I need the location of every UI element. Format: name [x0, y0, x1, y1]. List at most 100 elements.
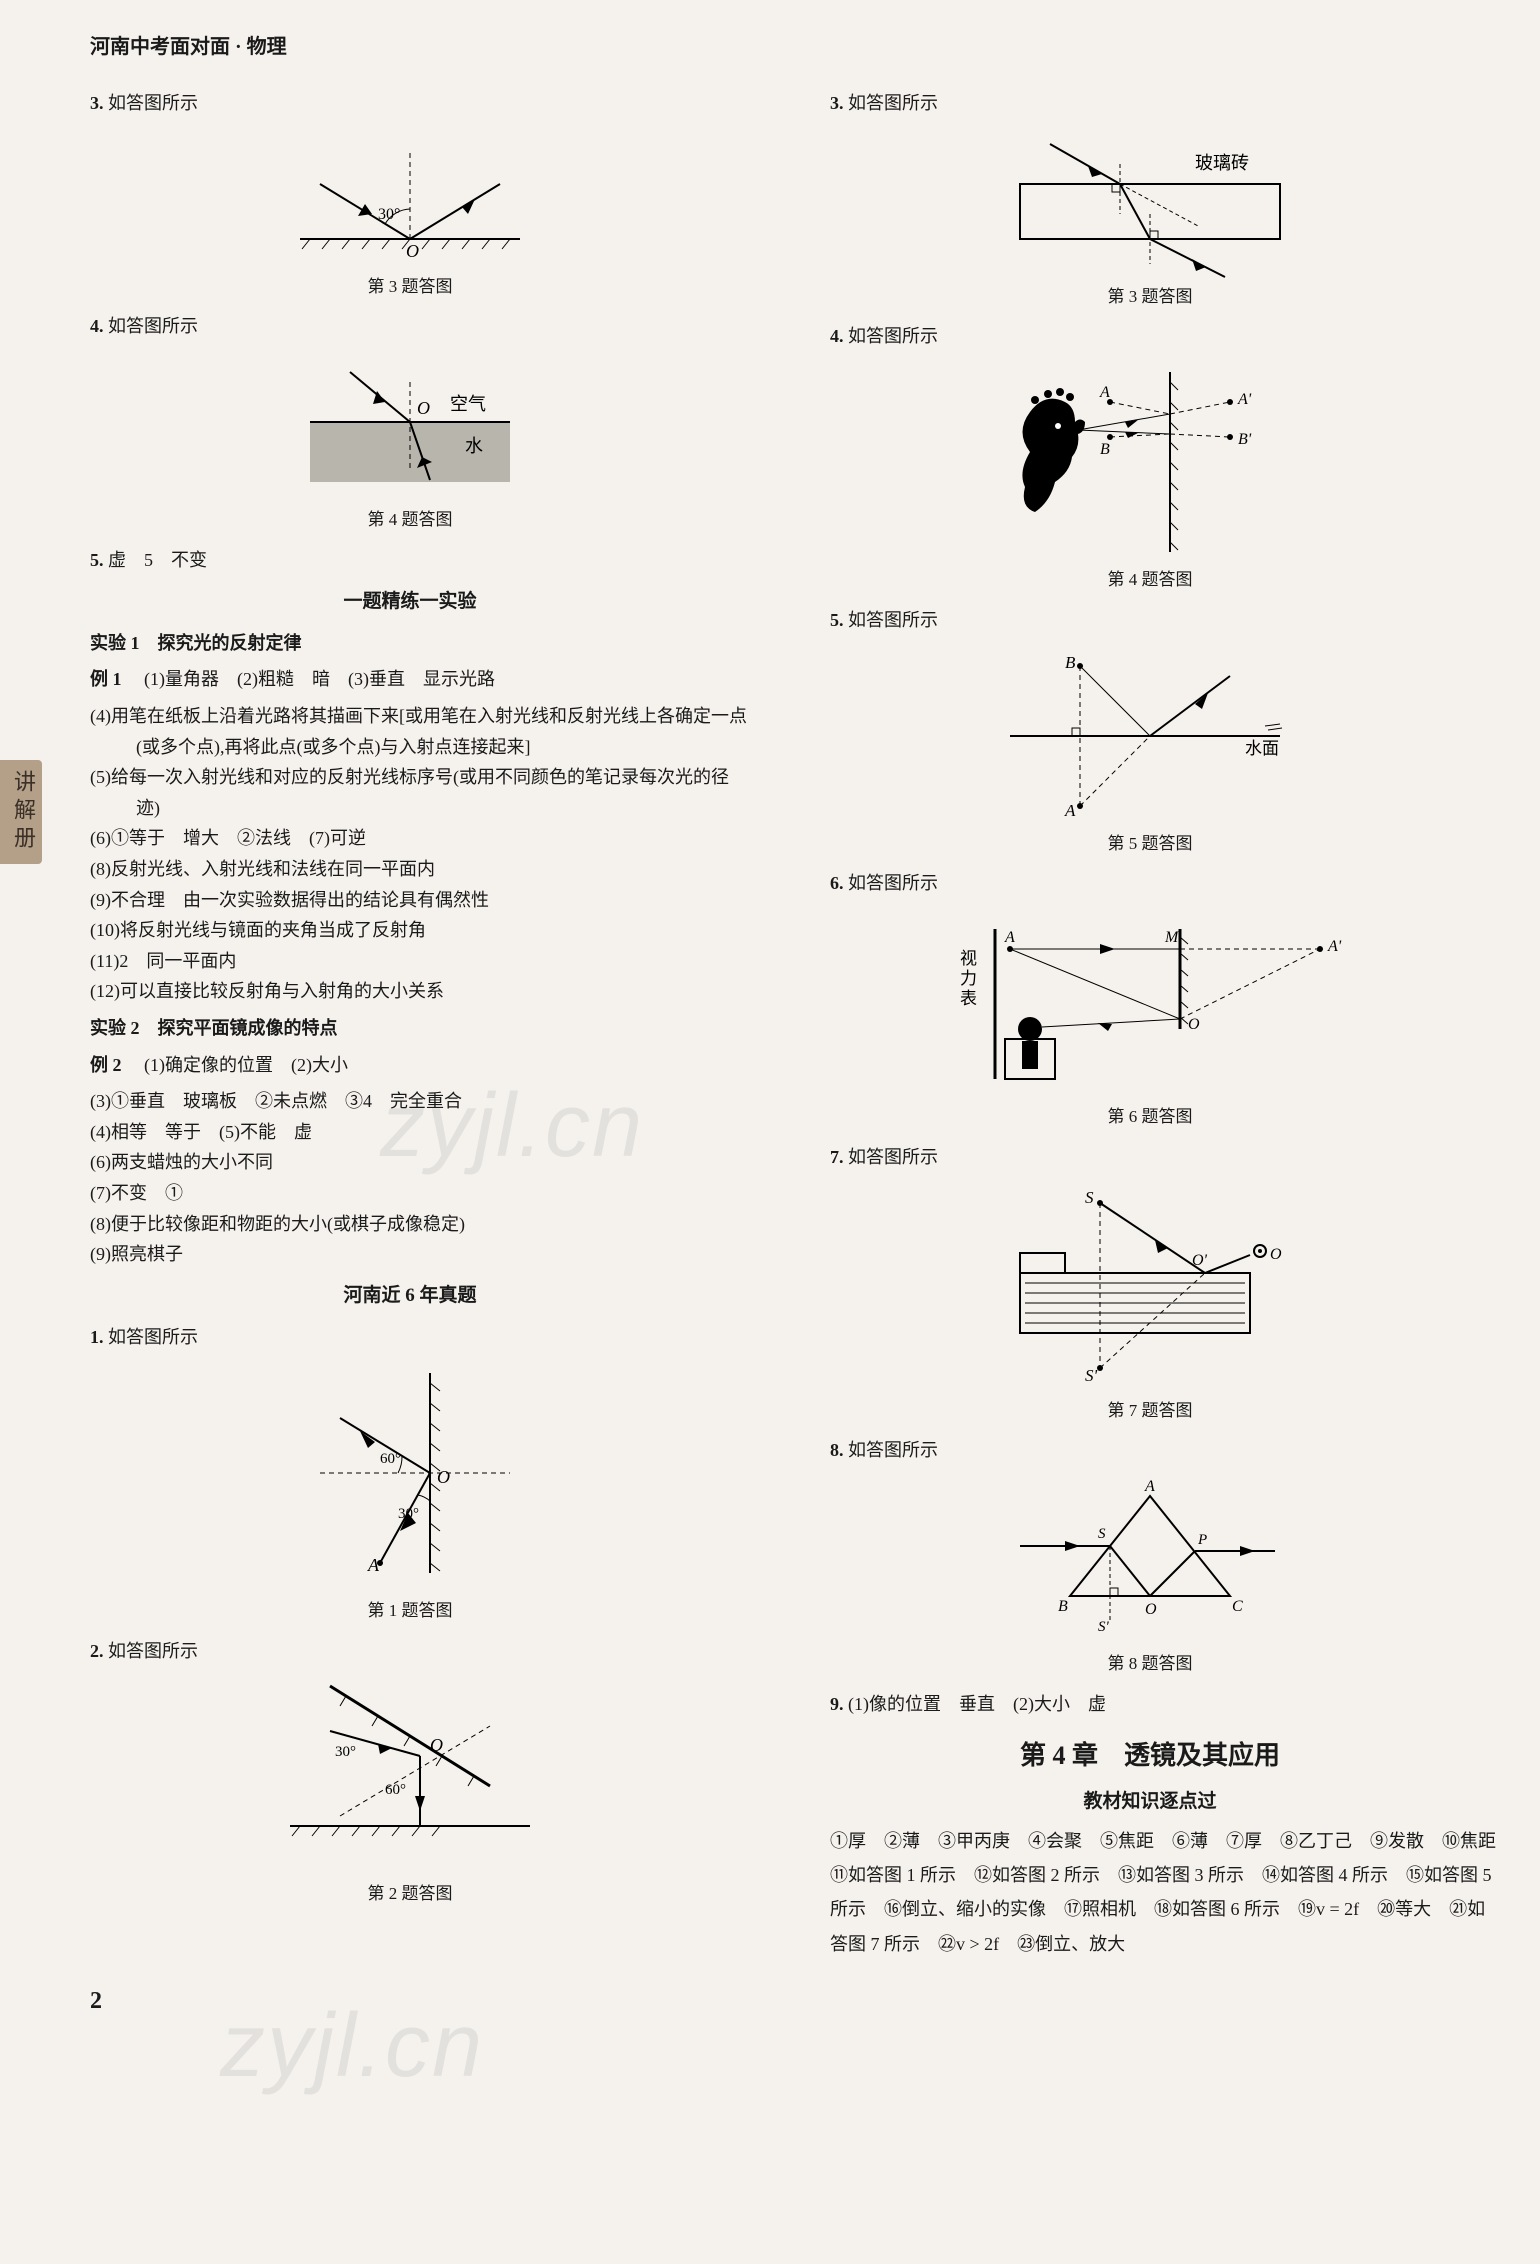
label-O: O	[417, 398, 430, 418]
rq6-num: 6.	[830, 873, 844, 893]
rq5: 5. 如答图所示	[830, 605, 1500, 636]
svg-text:B': B'	[1238, 431, 1252, 448]
rq5-text: 如答图所示	[848, 610, 938, 630]
ex1-6: (6)①等于 增大 ②法线 (7)可逆	[136, 823, 760, 854]
ex1-12: (12)可以直接比较反射角与入射角的大小关系	[136, 976, 760, 1007]
ex2-8: (8)便于比较像距和物距的大小(或棋子成像稳定)	[136, 1209, 760, 1240]
svg-text:B: B	[1065, 653, 1076, 672]
rq9: 9. (1)像的位置 垂直 (2)大小 虚	[830, 1689, 1500, 1720]
side-tab: 讲解册	[0, 760, 42, 864]
fig-r8: A B C O S P S'	[800, 1476, 1500, 1646]
svg-text:B: B	[1058, 1598, 1068, 1615]
fig-r5: 水面 A B	[800, 646, 1500, 826]
rq6: 6. 如答图所示	[830, 868, 1500, 899]
side-tab-label: 讲解册	[11, 770, 36, 854]
fig-r7: S S' O' O	[800, 1183, 1500, 1393]
ex1-5: (5)给每一次入射光线和对应的反射光线标序号(或用不同颜色的笔记录每次光的径迹)	[136, 762, 760, 823]
lq2: 2. 如答图所示	[90, 1636, 760, 1667]
q4-num: 4.	[90, 316, 104, 336]
points: ①厚 ②薄 ③甲丙庚 ④会聚 ⑤焦距 ⑥薄 ⑦厚 ⑧乙丁己 ⑨发散 ⑩焦距 ⑪如…	[830, 1824, 1500, 1961]
page-header: 河南中考面对面 · 物理	[60, 30, 1500, 64]
rq8-text: 如答图所示	[848, 1440, 938, 1460]
q4-text: 如答图所示	[108, 316, 198, 336]
ex1-11: (11)2 同一平面内	[136, 946, 760, 977]
svg-text:A': A'	[1327, 938, 1342, 955]
svg-text:S': S'	[1085, 1366, 1098, 1385]
svg-text:A: A	[1144, 1478, 1155, 1495]
fig-r7-caption: 第 7 题答图	[800, 1397, 1500, 1426]
title2: 河南近 6 年真题	[60, 1280, 760, 1312]
svg-text:O: O	[1145, 1601, 1157, 1618]
q3-text: 如答图所示	[108, 93, 198, 113]
ex2-3: (3)①垂直 玻璃板 ②未点燃 ③4 完全重合	[136, 1086, 760, 1117]
fig-l4: O 空气 水	[60, 352, 760, 502]
label-O: O	[430, 1735, 443, 1755]
fig-lq2-caption: 第 2 题答图	[60, 1880, 760, 1909]
right-column: 3. 如答图所示 玻璃砖 第 3 题答图 4. 如答图所示	[800, 82, 1500, 1961]
content-columns: 3. 如答图所示 30° O	[60, 82, 1500, 1961]
fig-l3: 30° O	[60, 129, 760, 269]
ex2-label: 例 2	[90, 1055, 122, 1075]
label-air: 空气	[450, 394, 486, 414]
fig-r8-caption: 第 8 题答图	[800, 1650, 1500, 1679]
svg-text:S: S	[1085, 1188, 1094, 1207]
svg-text:S': S'	[1098, 1619, 1110, 1635]
ex1-1: (1)量角器 (2)粗糙 暗 (3)垂直 显示光路	[144, 669, 495, 689]
ex2-6: (6)两支蜡烛的大小不同	[136, 1147, 760, 1178]
rq3-num: 3.	[830, 93, 844, 113]
fig-r3-caption: 第 3 题答图	[800, 283, 1500, 312]
svg-text:A': A'	[1237, 391, 1252, 408]
rq4-text: 如答图所示	[848, 326, 938, 346]
ex1-9: (9)不合理 由一次实验数据得出的结论具有偶然性	[136, 885, 760, 916]
lq2-text: 如答图所示	[108, 1641, 198, 1661]
a30: 30°	[335, 1744, 356, 1760]
ex2-7: (7)不变 ①	[136, 1178, 760, 1209]
page-number: 2	[60, 1981, 1500, 2022]
a30: 30°	[398, 1506, 419, 1522]
rq6-text: 如答图所示	[848, 873, 938, 893]
fig-lq1: 60° 30° O A	[60, 1363, 760, 1593]
exp2-title: 实验 2 探究平面镜成像的特点	[90, 1013, 760, 1044]
q5: 5. 虚 5 不变	[90, 545, 760, 576]
fig-r3: 玻璃砖	[800, 129, 1500, 279]
svg-text:B: B	[1100, 441, 1110, 458]
fig-l3-caption: 第 3 题答图	[60, 273, 760, 302]
svg-text:A: A	[1004, 929, 1015, 946]
rq3: 3. 如答图所示	[830, 88, 1500, 119]
q5-text: 虚 5 不变	[108, 550, 207, 570]
lq2-num: 2.	[90, 1641, 104, 1661]
ex1-label: 例 1	[90, 669, 122, 689]
rq5-num: 5.	[830, 610, 844, 630]
rq9-num: 9.	[830, 1694, 844, 1714]
q5-num: 5.	[90, 550, 104, 570]
fig-r5-caption: 第 5 题答图	[800, 830, 1500, 859]
left-column: 3. 如答图所示 30° O	[60, 82, 760, 1961]
chapter-title: 第 4 章 透镜及其应用	[800, 1734, 1500, 1778]
q3-num: 3.	[90, 93, 104, 113]
rq4-num: 4.	[830, 326, 844, 346]
svg-text:A: A	[1064, 801, 1076, 820]
rq8: 8. 如答图所示	[830, 1435, 1500, 1466]
rq7-text: 如答图所示	[848, 1147, 938, 1167]
ex1-8: (8)反射光线、入射光线和法线在同一平面内	[136, 854, 760, 885]
fig-r4-caption: 第 4 题答图	[800, 566, 1500, 595]
lq1-text: 如答图所示	[108, 1327, 198, 1347]
rq4: 4. 如答图所示	[830, 321, 1500, 352]
fig-lq2: 30° 60° O	[60, 1676, 760, 1876]
svg-text:P: P	[1197, 1532, 1207, 1548]
label-water: 水	[465, 436, 483, 456]
svg-text:O: O	[1270, 1246, 1282, 1263]
q3: 3. 如答图所示	[90, 88, 760, 119]
fig-l4-caption: 第 4 题答图	[60, 506, 760, 535]
fig-lq1-caption: 第 1 题答图	[60, 1597, 760, 1626]
ex2-4: (4)相等 等于 (5)不能 虚	[136, 1117, 760, 1148]
exp1-title: 实验 1 探究光的反射定律	[90, 628, 760, 659]
title1: 一题精练一实验	[60, 586, 760, 618]
label-O: O	[437, 1467, 450, 1487]
label-chart: 视力表	[960, 949, 977, 1008]
sub-title: 教材知识逐点过	[800, 1786, 1500, 1818]
fig-r6-caption: 第 6 题答图	[800, 1103, 1500, 1132]
ex1-4: (4)用笔在纸板上沿着光路将其描画下来[或用笔在入射光线和反射光线上各确定一点(…	[136, 701, 760, 762]
ex1: 例 1 (1)量角器 (2)粗糙 暗 (3)垂直 显示光路	[90, 664, 760, 695]
ex2: 例 2 (1)确定像的位置 (2)大小	[90, 1050, 760, 1081]
